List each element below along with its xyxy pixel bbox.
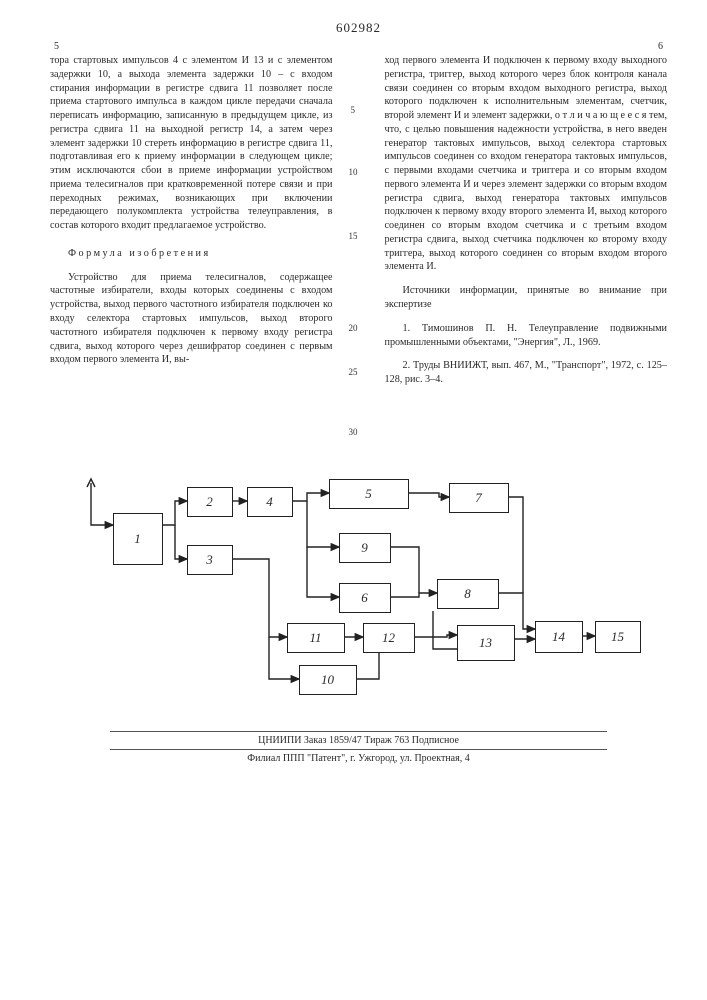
diagram-block-4: 4 — [247, 487, 293, 517]
diagram-block-14: 14 — [535, 621, 583, 653]
footer-imprint-2: Филиал ППП "Патент", г. Ужгород, ул. Про… — [50, 750, 667, 764]
line-mark-10: 10 — [349, 166, 358, 178]
footer-imprint-1: ЦНИИПИ Заказ 1859/47 Тираж 763 Подписное — [110, 731, 607, 750]
diagram-block-10: 10 — [299, 665, 357, 695]
reference-2: 2. Труды ВНИИЖТ, вып. 467, М., "Транспор… — [385, 359, 668, 387]
line-mark-20: 20 — [349, 322, 358, 334]
diagram-block-12: 12 — [363, 623, 415, 653]
line-mark-25: 25 — [349, 366, 358, 378]
diagram-block-15: 15 — [595, 621, 641, 653]
page: 602982 5 тора стартовых импульсов 4 с эл… — [0, 0, 707, 774]
diagram-block-8: 8 — [437, 579, 499, 609]
diagram-block-3: 3 — [187, 545, 233, 575]
left-paragraph-1: тора стартовых импульсов 4 с элементом И… — [50, 54, 333, 233]
right-column: 6 ход первого элемента И подключен к пер… — [385, 54, 668, 397]
diagram-block-11: 11 — [287, 623, 345, 653]
text-columns: 5 тора стартовых импульсов 4 с элементом… — [50, 54, 667, 397]
reference-1: 1. Тимошинов П. Н. Телеуправление подвиж… — [385, 322, 668, 350]
diagram-wires — [79, 425, 639, 705]
diagram-block-1: 1 — [113, 513, 163, 565]
diagram-block-6: 6 — [339, 583, 391, 613]
diagram-block-13: 13 — [457, 625, 515, 661]
diagram-block-7: 7 — [449, 483, 509, 513]
column-number-left: 5 — [54, 40, 59, 54]
document-number: 602982 — [50, 20, 667, 36]
right-paragraph-1: ход первого элемента И подключен к перво… — [385, 54, 668, 274]
formula-heading: Формула изобретения — [50, 247, 333, 261]
left-paragraph-2: Устройство для приема телесигналов, соде… — [50, 271, 333, 367]
diagram-block-2: 2 — [187, 487, 233, 517]
references-heading: Источники информации, принятые во вниман… — [385, 284, 668, 312]
left-column: 5 тора стартовых импульсов 4 с элементом… — [50, 54, 333, 397]
diagram-block-5: 5 — [329, 479, 409, 509]
block-diagram: 123456789101112131415 — [79, 425, 639, 705]
line-mark-5: 5 — [351, 104, 356, 116]
line-mark-15: 15 — [349, 230, 358, 242]
diagram-block-9: 9 — [339, 533, 391, 563]
column-number-right: 6 — [658, 40, 663, 54]
